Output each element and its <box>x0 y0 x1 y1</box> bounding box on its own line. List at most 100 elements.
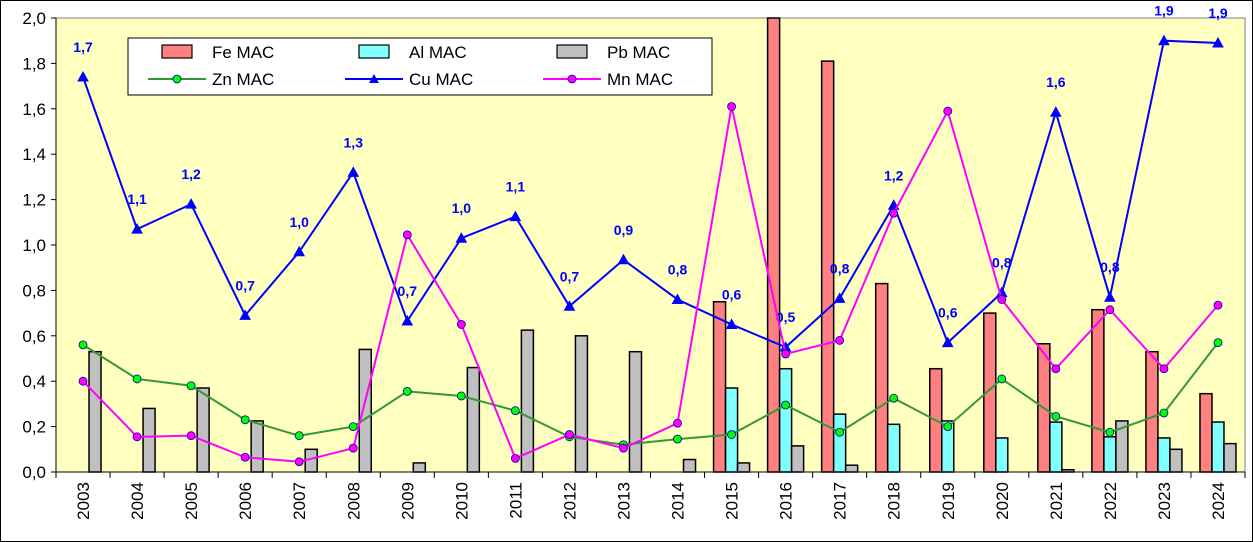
data-label-cu-2005: 1,2 <box>181 166 201 182</box>
legend-box <box>127 37 713 96</box>
marker-cu-2009 <box>401 315 414 326</box>
marker-cu-2011 <box>509 210 522 222</box>
x-tick-label: 2014 <box>669 482 688 520</box>
data-label-cu-2021: 1,6 <box>1046 74 1066 90</box>
legend-marker-zn <box>172 74 182 84</box>
bar-pb-2015 <box>736 462 751 473</box>
marker-cu-2014 <box>671 293 684 304</box>
marker-cu-2006 <box>239 309 252 320</box>
x-tick-label: 2010 <box>452 482 471 520</box>
x-tick-label: 2003 <box>74 482 93 520</box>
bar-al-2022 <box>1103 436 1117 473</box>
data-label-cu-2020: 0,8 <box>992 255 1012 271</box>
marker-cu-2004 <box>131 223 143 234</box>
data-label-cu-2023: 1,9 <box>1154 3 1174 19</box>
legend-swatch-pb <box>556 44 588 59</box>
marker-mn-2016 <box>781 349 791 359</box>
data-label-cu-2012: 0,7 <box>560 268 580 284</box>
bar-pb-2006 <box>250 420 264 473</box>
marker-zn-2019 <box>943 422 953 432</box>
data-label-cu-2018: 1,2 <box>884 167 904 183</box>
marker-mn-2006 <box>240 452 250 462</box>
marker-cu-2010 <box>455 232 468 243</box>
x-tick-label: 2006 <box>236 482 255 520</box>
marker-mn-2003 <box>78 376 88 386</box>
bar-pb-2010 <box>466 366 481 473</box>
data-label-cu-2014: 0,8 <box>668 261 688 277</box>
marker-zn-2003 <box>78 340 88 350</box>
marker-mn-2014 <box>673 418 682 428</box>
bar-pb-2008 <box>358 348 372 473</box>
y-tick-label: 1,6 <box>22 100 46 119</box>
line-mn <box>82 106 1219 463</box>
data-label-cu-2008: 1,3 <box>344 134 364 150</box>
bar-pb-2005 <box>196 387 210 473</box>
marker-mn-2013 <box>619 443 628 453</box>
bar-fe-2022 <box>1091 308 1105 473</box>
bar-al-2017 <box>832 413 847 473</box>
data-label-cu-2009: 0,7 <box>398 283 418 299</box>
legend-label-zn: Zn MAC <box>212 70 274 89</box>
x-tick-label: 2020 <box>993 482 1012 520</box>
legend: Fe MAC Al MAC Pb MAC Zn MAC Cu MAC Mn MAC <box>127 37 713 96</box>
y-tick-label: 2,0 <box>22 9 46 28</box>
bar-al-2024 <box>1211 421 1225 473</box>
line-zn <box>82 342 1219 446</box>
marker-cu-2017 <box>833 292 846 303</box>
bar-pb-2009 <box>412 462 427 473</box>
x-tick-label: 2018 <box>885 482 904 520</box>
marker-zn-2004 <box>132 374 142 384</box>
x-tick-label: 2008 <box>344 482 363 520</box>
y-tick-label: 0,6 <box>22 327 46 346</box>
x-tick-label: 2024 <box>1209 482 1228 520</box>
marker-cu-2008 <box>347 166 360 177</box>
bar-pb-2004 <box>142 407 156 473</box>
x-tick-label: 2011 <box>506 482 525 519</box>
bar-pb-2003 <box>88 350 102 473</box>
marker-zn-2017 <box>835 427 845 437</box>
bar-pb-2023 <box>1169 448 1183 473</box>
bar-pb-2014 <box>682 458 697 473</box>
marker-zn-2010 <box>456 391 466 401</box>
y-tick-label: 1,4 <box>22 145 46 164</box>
marker-mn-2009 <box>402 230 412 240</box>
bar-al-2018 <box>886 423 901 473</box>
bar-al-2023 <box>1157 437 1171 473</box>
marker-cu-2019 <box>941 336 954 348</box>
data-label-cu-2015: 0,6 <box>722 286 742 302</box>
marker-cu-2012 <box>563 300 576 311</box>
marker-zn-2024 <box>1213 338 1223 348</box>
marker-mn-2010 <box>456 320 466 329</box>
marker-zn-2005 <box>186 381 196 391</box>
marker-zn-2021 <box>1051 411 1061 421</box>
x-tick-label: 2022 <box>1101 482 1120 520</box>
marker-zn-2020 <box>997 374 1007 384</box>
data-label-cu-2019: 0,6 <box>938 305 958 321</box>
y-tick-label: 1,8 <box>22 54 46 73</box>
marker-mn-2008 <box>348 443 358 453</box>
bar-al-2016 <box>778 367 793 473</box>
marker-mn-2022 <box>1105 305 1115 315</box>
legend-swatch-fe <box>161 44 193 59</box>
data-label-cu-2013: 0,9 <box>614 222 634 238</box>
y-tick-label: 1,2 <box>22 191 46 210</box>
bar-al-2015 <box>724 387 739 473</box>
x-tick-label: 2005 <box>182 482 201 520</box>
x-tick-label: 2015 <box>723 482 742 520</box>
data-label-cu-2007: 1,0 <box>289 214 309 230</box>
marker-mn-2020 <box>997 295 1007 304</box>
marker-mn-2007 <box>294 457 304 467</box>
data-label-cu-2004: 1,1 <box>127 191 147 207</box>
x-tick-label: 2017 <box>831 482 850 520</box>
marker-cu-2007 <box>293 245 306 257</box>
marker-zn-2022 <box>1105 427 1115 437</box>
y-tick-label: 0,8 <box>22 281 46 300</box>
x-tick-label: 2009 <box>398 482 417 520</box>
x-tick-label: 2013 <box>614 482 633 520</box>
marker-zn-2011 <box>510 406 520 416</box>
bar-fe-2023 <box>1145 350 1159 473</box>
bar-pb-2013 <box>628 350 643 473</box>
x-tick-label: 2016 <box>777 482 796 520</box>
legend-label-pb: Pb MAC <box>607 43 670 62</box>
